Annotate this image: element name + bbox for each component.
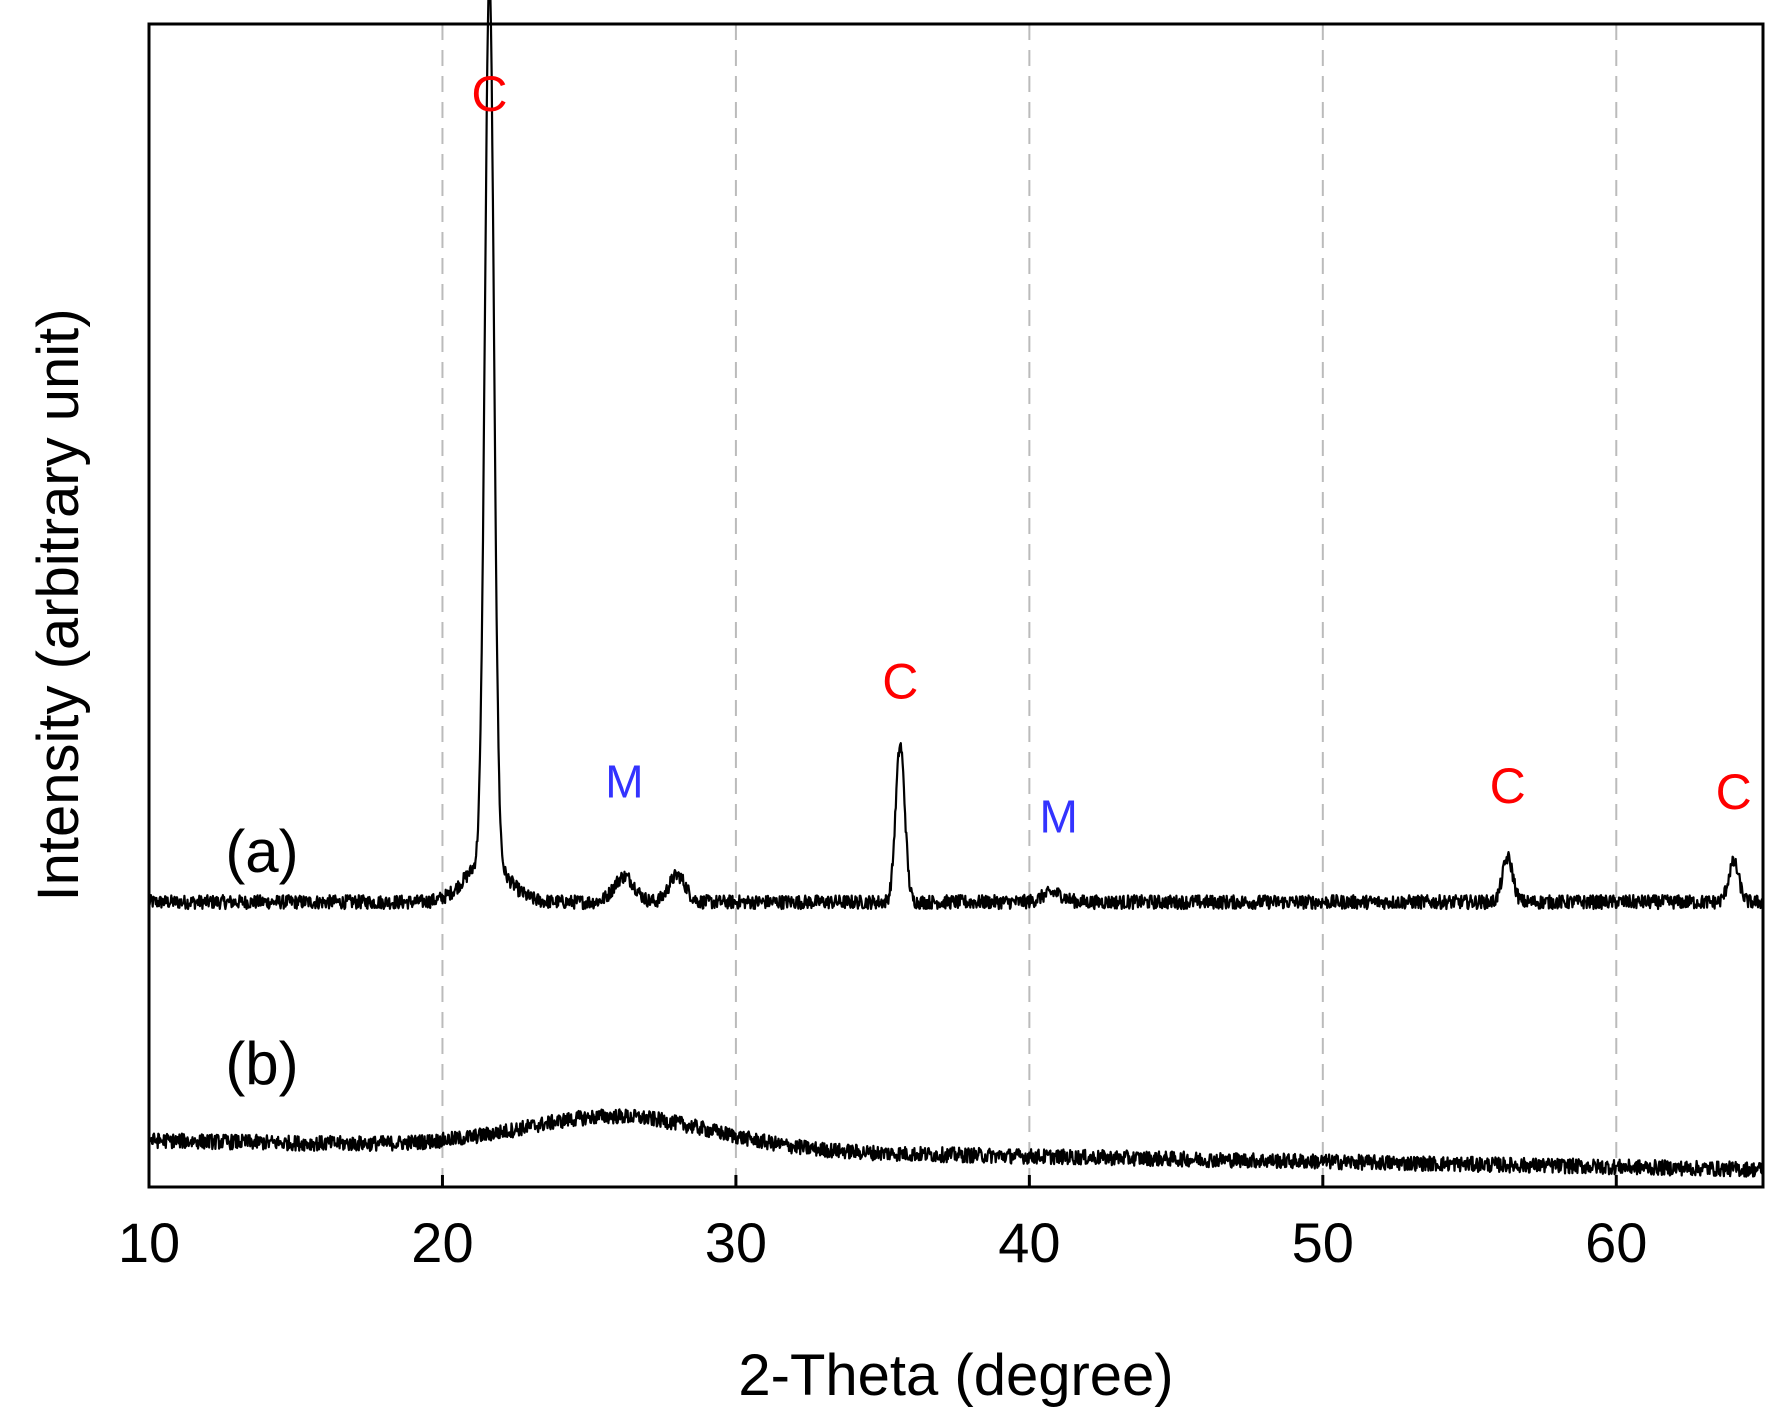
x-tick-label-60: 60	[1585, 1211, 1647, 1274]
x-tick-label-20: 20	[411, 1211, 473, 1274]
series-layer	[147, 0, 1765, 1178]
annotation-c-0: C	[471, 66, 507, 122]
annotation-c-4: C	[1490, 758, 1526, 814]
series-label-a: (a)	[225, 818, 298, 885]
annotation-c-2: C	[882, 654, 918, 710]
plot-frame	[147, 22, 1765, 1189]
label-layer: 10 20 30 40 50 60 (a) (b) C M C M C C	[118, 66, 1752, 1274]
annotation-c-5: C	[1716, 764, 1752, 820]
x-tick-label-50: 50	[1292, 1211, 1354, 1274]
tick-layer	[147, 1175, 1618, 1187]
x-tick-label-30: 30	[705, 1211, 767, 1274]
x-tick-label-10: 10	[118, 1211, 180, 1274]
annotation-m-3: M	[1040, 790, 1078, 842]
series-line-b	[147, 1108, 1765, 1178]
series-label-b: (b)	[225, 1030, 298, 1097]
grid-layer	[441, 24, 1618, 1187]
x-tick-label-40: 40	[998, 1211, 1060, 1274]
y-axis-title: Intensity (arbitrary unit)	[26, 308, 91, 901]
annotation-m-1: M	[605, 755, 643, 807]
x-axis-title: 2-Theta (degree)	[738, 1343, 1173, 1408]
series-line-a	[147, 0, 1765, 911]
